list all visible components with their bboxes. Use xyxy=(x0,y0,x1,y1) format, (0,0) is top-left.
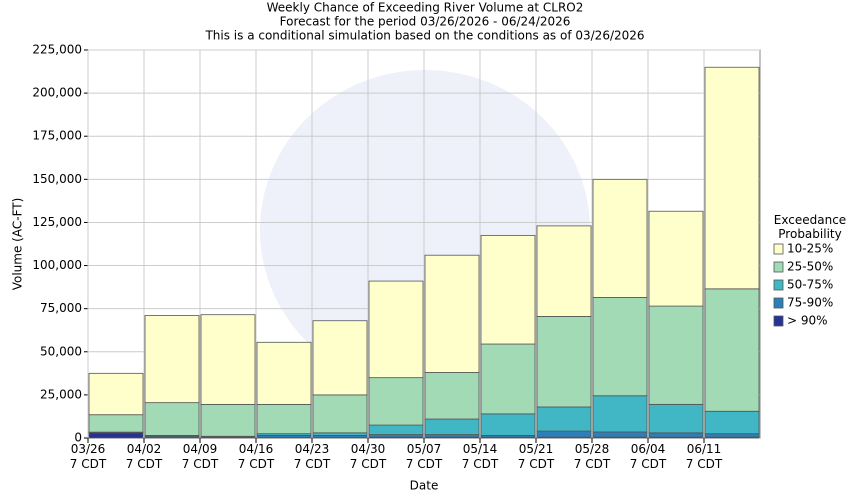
bar-segment xyxy=(536,316,592,408)
legend-swatch xyxy=(773,243,784,255)
x-tick-label: 03/26 7 CDT xyxy=(69,442,107,471)
y-tick-label: 25,000 xyxy=(40,387,82,401)
chart-subtitle: This is a conditional simulation based o… xyxy=(204,29,644,43)
bar-segment xyxy=(592,431,648,438)
bar-segment xyxy=(648,432,704,438)
bar-segment xyxy=(256,341,312,405)
bar-segment xyxy=(704,410,760,435)
x-tick-label: 04/09 7 CDT xyxy=(181,442,219,471)
chart-subtitle: Forecast for the period 03/26/2026 - 06/… xyxy=(280,15,571,29)
y-tick-label: 50,000 xyxy=(40,344,82,358)
bar-segment xyxy=(704,66,760,290)
bar-segment xyxy=(536,430,592,438)
bar-segment xyxy=(312,394,368,434)
x-tick-label: 05/14 7 CDT xyxy=(461,442,499,471)
y-tick-label: 100,000 xyxy=(32,258,82,272)
bar-segment xyxy=(368,424,424,435)
legend-title: Exceedance Probability xyxy=(773,213,847,241)
legend-label: 25-50% xyxy=(787,260,833,274)
bar-segment xyxy=(592,178,648,298)
x-tick-label: 05/21 7 CDT xyxy=(517,442,555,471)
bar-segment xyxy=(480,343,536,415)
y-tick-label: 200,000 xyxy=(32,86,82,100)
legend-label: 75-90% xyxy=(787,296,833,310)
x-axis-label: Date xyxy=(410,479,439,493)
legend-swatch xyxy=(773,297,784,309)
y-axis-label: Volume (AC-FT) xyxy=(11,198,25,291)
bar-segment xyxy=(200,403,256,437)
x-tick-label: 04/02 7 CDT xyxy=(125,442,163,471)
x-tick-label: 05/28 7 CDT xyxy=(573,442,611,471)
bar-segment xyxy=(144,402,200,436)
bar-segment xyxy=(648,305,704,405)
y-tick-label: 125,000 xyxy=(32,215,82,229)
x-tick-label: 06/04 7 CDT xyxy=(629,442,667,471)
x-tick-label: 04/16 7 CDT xyxy=(237,442,275,471)
x-tick-label: 05/07 7 CDT xyxy=(405,442,443,471)
legend-label: 50-75% xyxy=(787,278,833,292)
bar-segment xyxy=(592,297,648,397)
y-tick-label: 0 xyxy=(74,431,82,445)
bar-segment xyxy=(368,280,424,379)
bar-segment xyxy=(704,433,760,438)
bar-segment xyxy=(704,288,760,412)
bar-segment xyxy=(480,413,536,436)
bar-segment xyxy=(424,372,480,420)
y-tick-label: 175,000 xyxy=(32,129,82,143)
bar-segment xyxy=(312,320,368,396)
x-tick-label: 04/23 7 CDT xyxy=(293,442,331,471)
y-tick-label: 225,000 xyxy=(32,43,82,57)
legend-swatch xyxy=(773,315,784,327)
chart-title: Weekly Chance of Exceeding River Volume … xyxy=(267,1,584,15)
bar-segment xyxy=(648,210,704,307)
legend-swatch xyxy=(773,261,784,273)
bar-segment xyxy=(88,432,144,439)
bar-segment xyxy=(256,403,312,435)
legend-label: > 90% xyxy=(787,314,828,328)
bar-segment xyxy=(536,406,592,432)
bar-segment xyxy=(424,418,480,435)
x-tick-label: 04/30 7 CDT xyxy=(349,442,387,471)
y-tick-label: 75,000 xyxy=(40,301,82,315)
legend-label: 10-25% xyxy=(787,242,833,256)
bar-segment xyxy=(144,315,200,404)
bar-segment xyxy=(368,377,424,426)
bar-segment xyxy=(536,225,592,317)
bar-segment xyxy=(648,403,704,434)
x-tick-label: 06/11 7 CDT xyxy=(685,442,723,471)
bar-segment xyxy=(592,395,648,433)
legend-swatch xyxy=(773,279,784,291)
bar-segment xyxy=(480,234,536,345)
bar-segment xyxy=(88,414,144,433)
bar-segment xyxy=(200,314,256,405)
bar-segment xyxy=(88,372,144,416)
y-tick-label: 150,000 xyxy=(32,172,82,186)
bar-segment xyxy=(424,254,480,373)
